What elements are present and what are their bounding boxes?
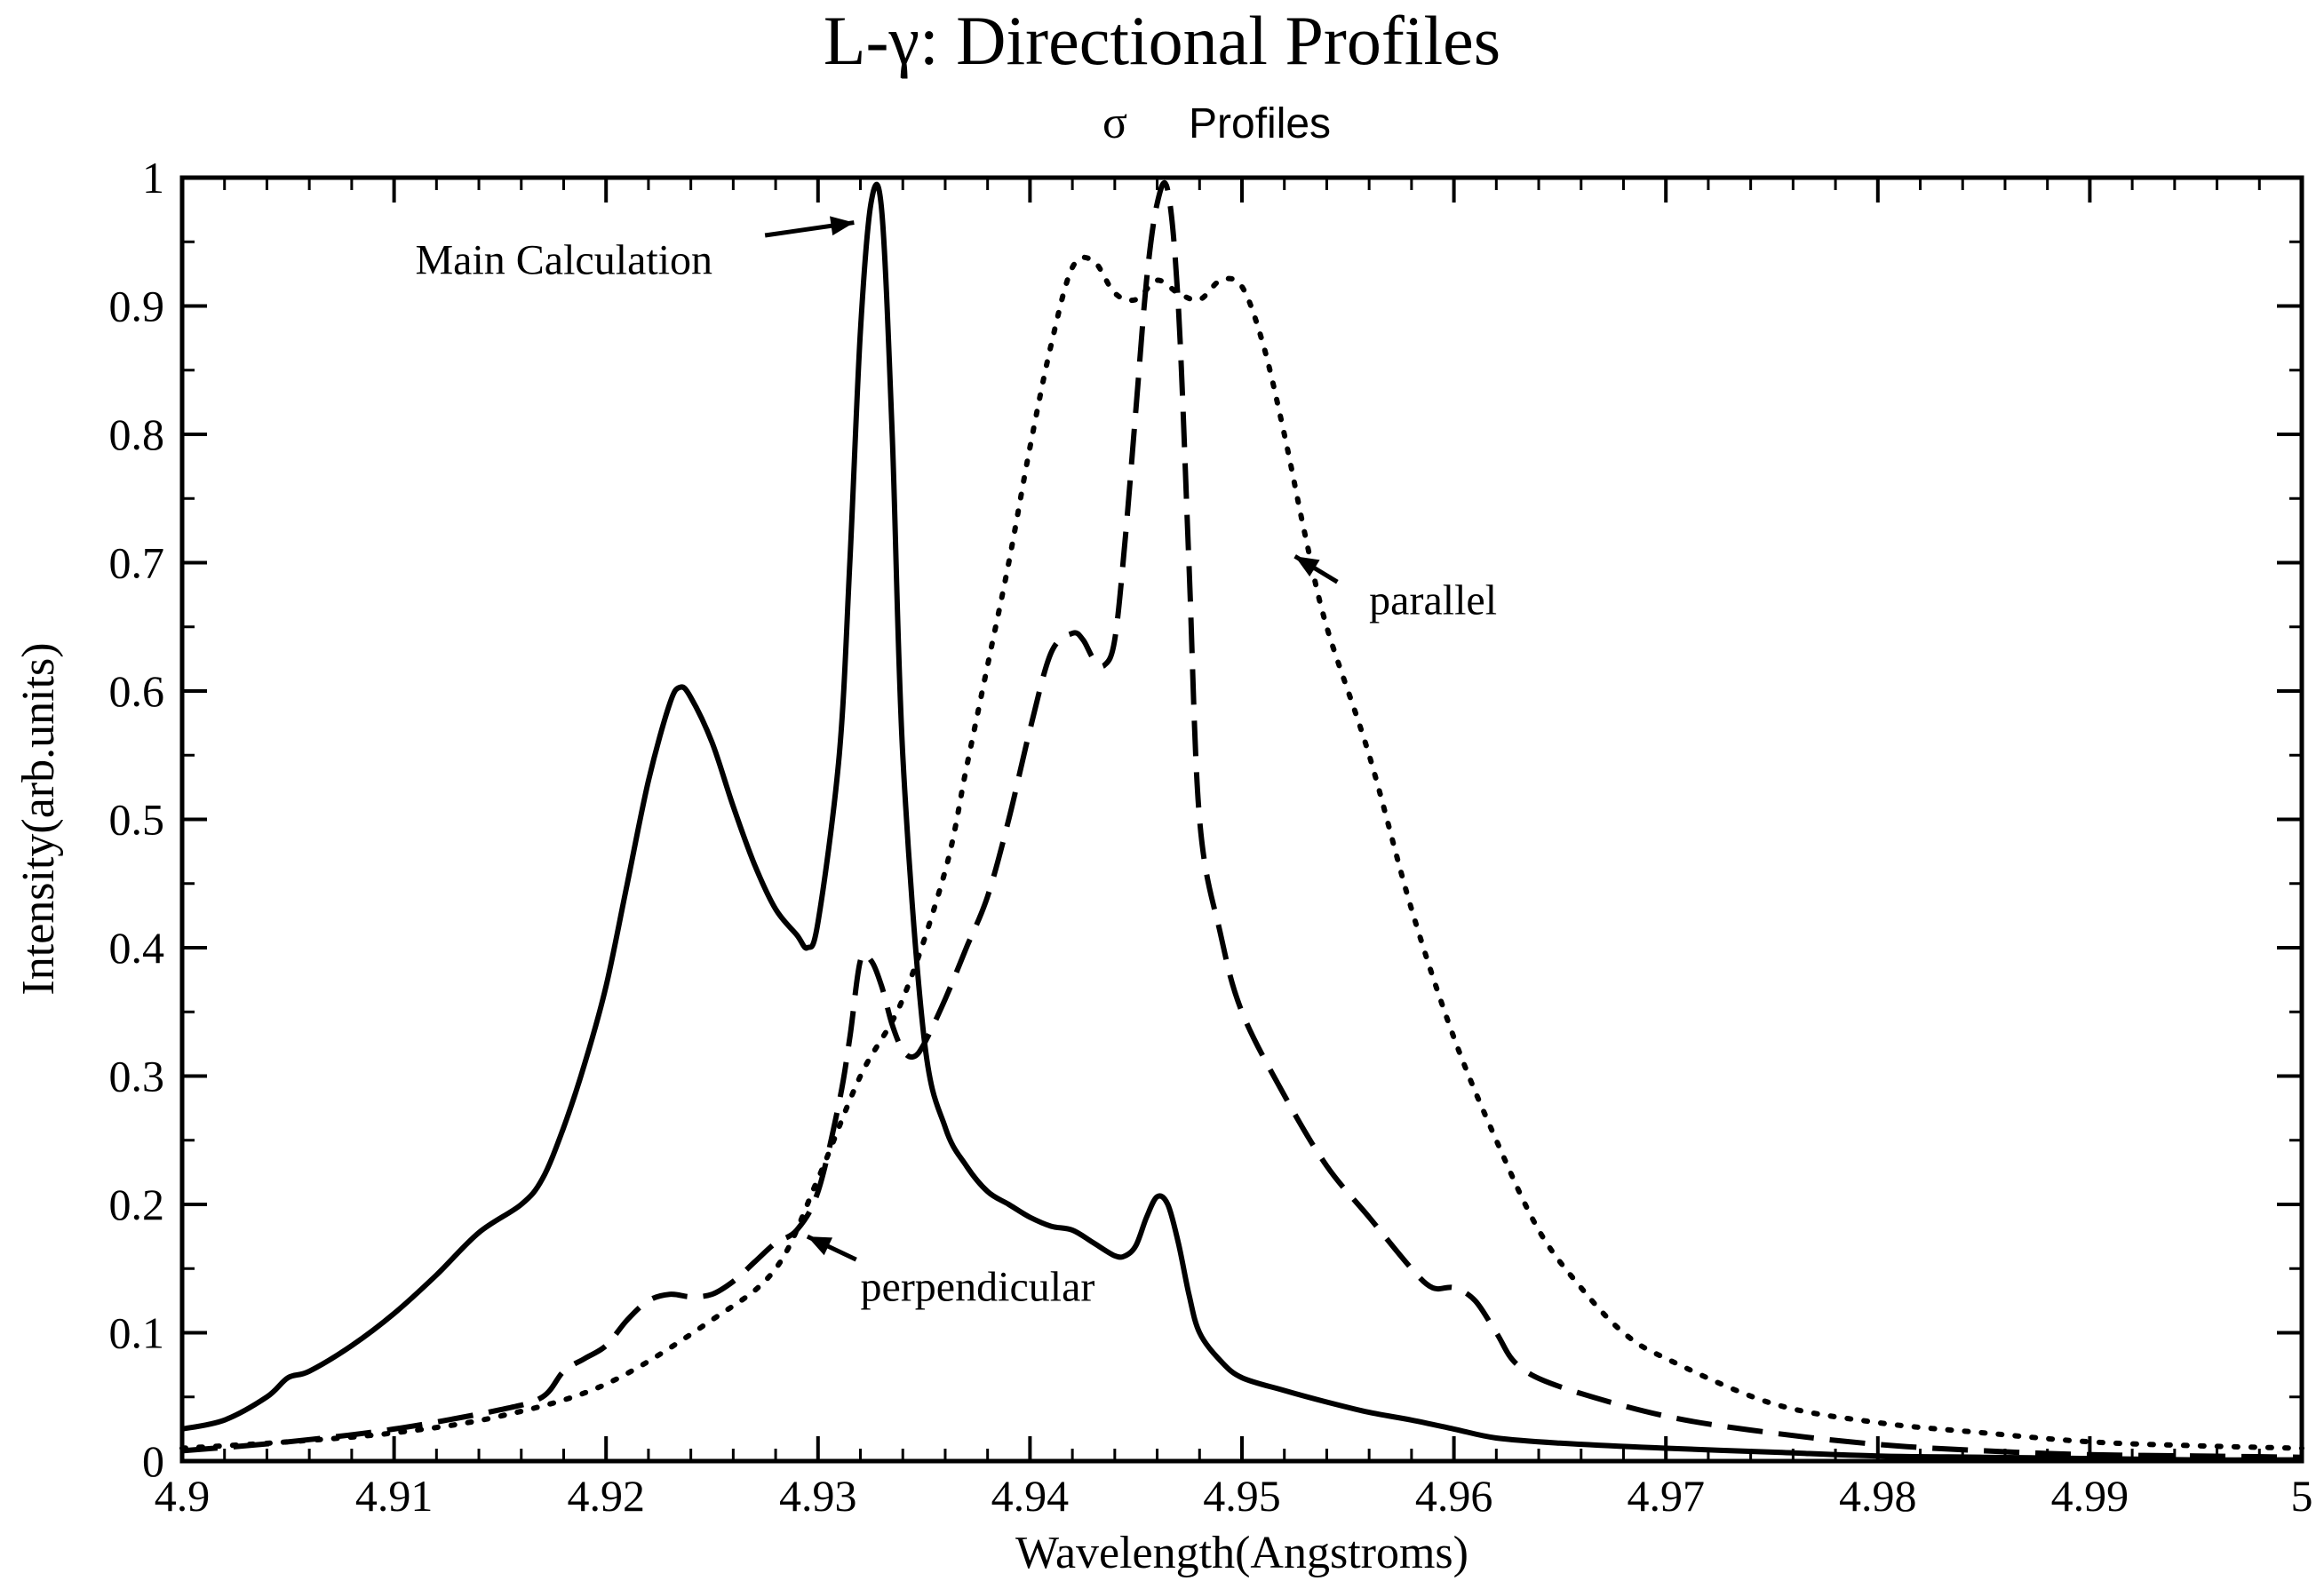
x-tick-label: 5 xyxy=(2291,1471,2313,1521)
annotation-arrow-head xyxy=(830,216,855,236)
y-tick-label: 0.5 xyxy=(109,795,165,845)
x-axis-label: Wavelength(Angstroms) xyxy=(1015,1528,1468,1578)
series-line-perpendicular xyxy=(181,180,2303,1460)
x-tick-label: 4.98 xyxy=(1839,1471,1917,1521)
x-tick-label: 4.99 xyxy=(2051,1471,2129,1521)
y-tick-label: 0 xyxy=(142,1436,164,1486)
y-axis-label: Intensity(arb.units) xyxy=(13,642,64,995)
y-tick-label: 1 xyxy=(142,153,164,203)
annotation-arrow-head xyxy=(807,1236,833,1256)
y-tick-label: 0.4 xyxy=(109,923,165,973)
x-tick-label: 4.96 xyxy=(1415,1471,1493,1521)
y-tick-label: 0.6 xyxy=(109,666,165,716)
x-tick-label: 4.93 xyxy=(779,1471,857,1521)
x-tick-label: 4.94 xyxy=(991,1471,1070,1521)
annotation-main-calculation: Main Calculation xyxy=(415,236,712,283)
annotation-arrow-head xyxy=(1294,556,1320,577)
series-layer xyxy=(179,180,2304,1463)
y-axis-ticks: 0 0.1 0.2 0.3 0.4 0.5 0.6 0.7 0.8 0.9 1 xyxy=(109,153,2302,1486)
x-tick-label: 4.91 xyxy=(355,1471,434,1521)
chart-title: L-γ: Directional Profiles xyxy=(824,2,1500,79)
chart-subtitle: Profiles xyxy=(1189,100,1331,147)
series-line-main-calculation xyxy=(181,181,2303,1463)
x-axis-ticks: 4.9 4.91 4.92 4.93 4.94 4.95 4.96 4.97 4.98 4.99 5 xyxy=(155,178,2313,1521)
x-tick-label: 4.92 xyxy=(567,1471,645,1521)
x-tick-label: 4.97 xyxy=(1627,1471,1705,1521)
y-tick-label: 0.9 xyxy=(109,282,165,331)
y-tick-label: 0.8 xyxy=(109,409,165,459)
y-tick-label: 0.1 xyxy=(109,1308,165,1358)
annotation-layer: Main Calculation parallel perpendicular xyxy=(415,216,1497,1310)
x-tick-label: 4.95 xyxy=(1203,1471,1281,1521)
annotation-perpendicular: perpendicular xyxy=(861,1263,1095,1310)
y-tick-label: 0.3 xyxy=(109,1052,165,1101)
y-tick-label: 0.7 xyxy=(109,538,165,588)
annotation-parallel: parallel xyxy=(1369,576,1497,624)
plot-frame xyxy=(179,175,2304,1464)
y-tick-label: 0.2 xyxy=(109,1180,165,1229)
x-tick-label: 4.9 xyxy=(155,1471,211,1521)
series-line-parallel xyxy=(179,254,2304,1451)
chart-subtitle-symbol: σ xyxy=(1102,98,1127,148)
